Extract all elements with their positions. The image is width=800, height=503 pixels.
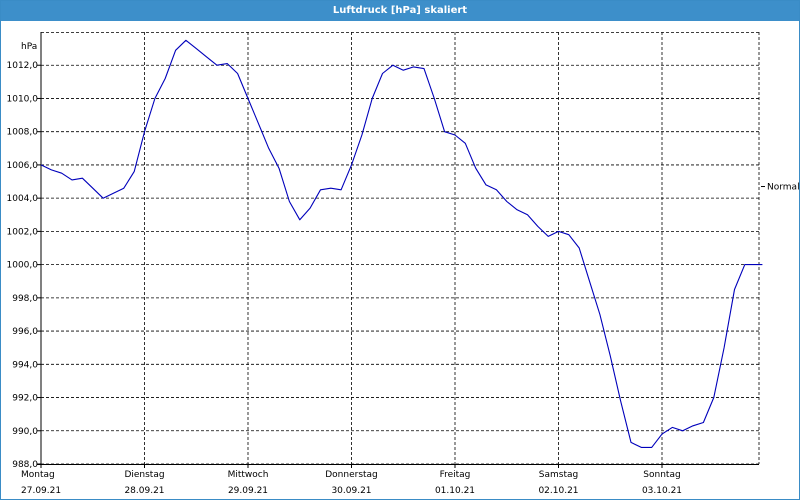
y-tick-label: 1004,0: [7, 194, 39, 204]
x-tick-date-label: 01.10.21: [435, 486, 475, 496]
chart-area: 1012,0 1010,0 1008,0 1006,0 1004,0 1002,0 1000…: [1, 21, 800, 499]
x-tick-date-label: 02.10.21: [538, 486, 578, 496]
x-tick-day-label: Donnerstag: [325, 470, 378, 480]
y-tick-label: 1012,0: [7, 61, 39, 71]
y-tick-label: 1006,0: [7, 161, 39, 171]
axes: [37, 32, 759, 468]
y-tick-label: 988,0: [12, 460, 38, 470]
y-tick-label: 992,0: [12, 394, 38, 404]
x-tick-day-label: Montag: [21, 470, 55, 480]
y-tick-label: 1008,0: [7, 128, 39, 138]
x-tick-date-label: 30.09.21: [331, 486, 371, 496]
series-line-0: [40, 39, 763, 448]
reference-line: Normal: [761, 183, 800, 193]
x-tick-day-label: Mittwoch: [228, 470, 269, 480]
x-tick-date-label: 27.09.21: [21, 486, 61, 496]
y-axis-unit-label: hPa: [21, 42, 37, 52]
x-tick-date-label: 03.10.21: [642, 486, 682, 496]
y-tick-label: 996,0: [12, 327, 38, 337]
y-tick-label: 994,0: [12, 360, 38, 370]
x-tick-day-label: Sonntag: [643, 470, 680, 480]
x-tick-day-label: Dienstag: [124, 470, 164, 480]
x-tick-date-label: 28.09.21: [124, 486, 164, 496]
y-tick-label: 1002,0: [7, 227, 39, 237]
y-axis-tick-labels: 1012,0 1010,0 1008,0 1006,0 1004,0 1002,0 1000…: [7, 61, 39, 470]
y-tick-label: 990,0: [12, 427, 38, 437]
line-chart: 1012,0 1010,0 1008,0 1006,0 1004,0 1002,0 1000…: [7, 32, 800, 496]
x-tick-day-label: Freitag: [440, 470, 471, 480]
y-tick-label: 1010,0: [7, 94, 39, 104]
window-title: Luftdruck [hPa] skaliert: [1, 1, 799, 21]
x-tick-day-label: Samstag: [539, 470, 578, 480]
y-tick-label: 1000,0: [7, 261, 39, 271]
series-lines: [40, 39, 763, 448]
x-axis-tick-labels: Montag 27.09.21 Dienstag 28.09.21 Mittwoch 29…: [21, 470, 682, 496]
grid-lines: [41, 32, 760, 465]
x-tick-date-label: 29.09.21: [228, 486, 268, 496]
reference-label: Normal: [767, 183, 799, 193]
y-tick-label: 998,0: [12, 294, 38, 304]
